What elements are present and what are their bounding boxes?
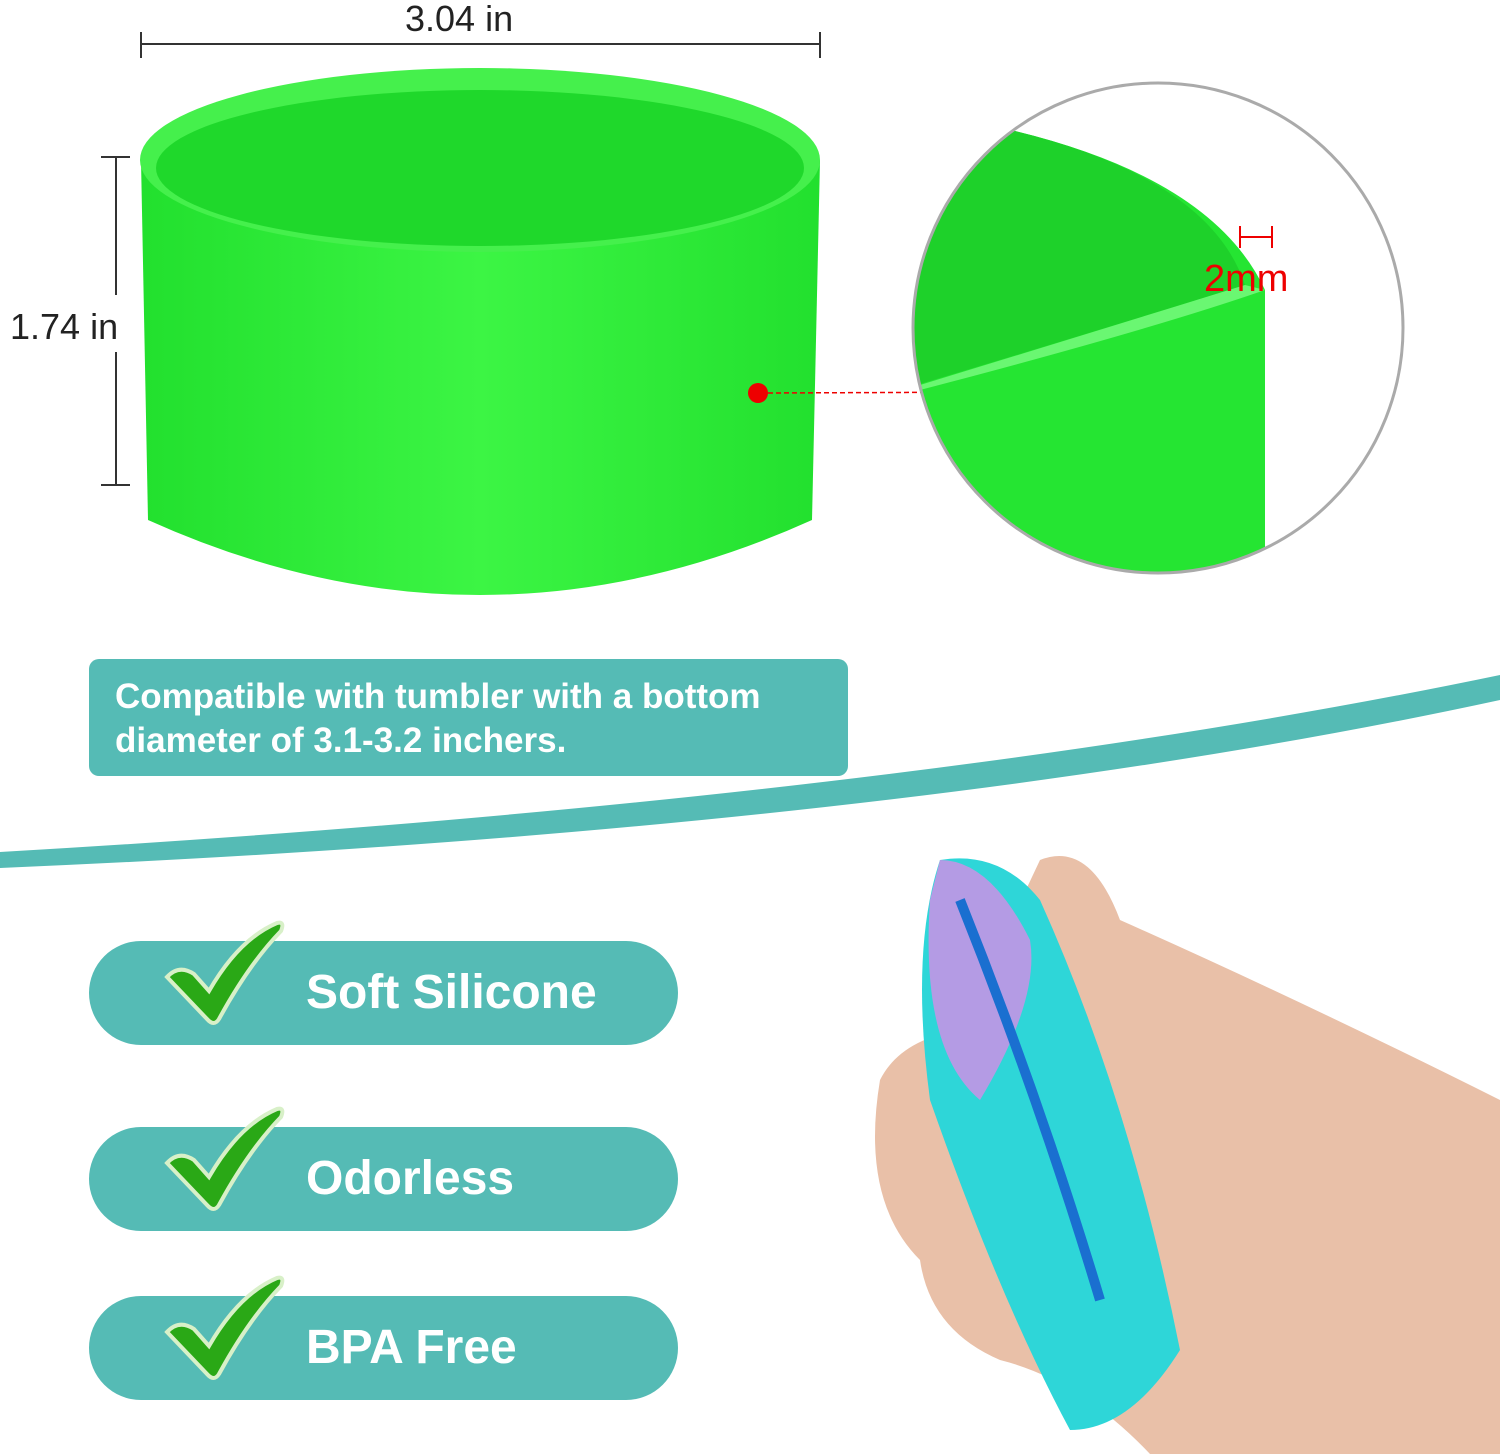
width-dimension-line bbox=[140, 32, 821, 58]
decorative-swoosh bbox=[0, 675, 1500, 868]
marker-dot bbox=[748, 383, 768, 403]
feature-label: Odorless bbox=[306, 1152, 515, 1205]
height-label: 1.74 in bbox=[10, 306, 119, 347]
check-icon bbox=[164, 1106, 285, 1211]
feature-bpa-free: BPA Free bbox=[89, 1275, 678, 1400]
hand-squeezing-sleeve-photo bbox=[875, 856, 1500, 1454]
silicone-sleeve-green bbox=[140, 68, 820, 595]
feature-soft-silicone: Soft Silicone bbox=[89, 920, 678, 1045]
check-icon bbox=[164, 920, 285, 1025]
width-label: 3.04 in bbox=[405, 0, 514, 39]
height-dimension-line bbox=[101, 156, 130, 486]
thickness-label: 2mm bbox=[1204, 258, 1289, 300]
thickness-zoom-circle bbox=[911, 81, 1405, 575]
feature-label: BPA Free bbox=[306, 1321, 517, 1374]
feature-label: Soft Silicone bbox=[306, 966, 597, 1019]
check-icon bbox=[164, 1275, 285, 1380]
feature-odorless: Odorless bbox=[89, 1106, 678, 1231]
compatibility-note: Compatible with tumbler with a bottom di… bbox=[89, 659, 848, 776]
